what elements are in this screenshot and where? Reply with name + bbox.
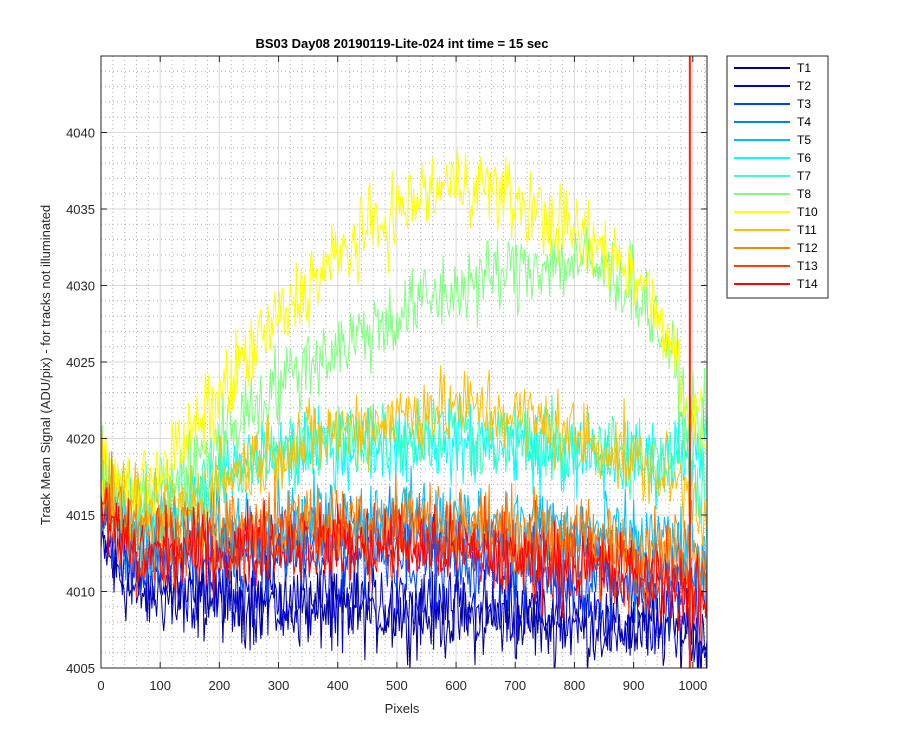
x-tick-label: 300 bbox=[268, 678, 290, 693]
x-tick-label: 400 bbox=[327, 678, 349, 693]
plot-layer bbox=[101, 56, 707, 668]
legend-label-t8: T8 bbox=[797, 187, 811, 201]
x-tick-label: 700 bbox=[504, 678, 526, 693]
legend-label-t7: T7 bbox=[797, 169, 811, 183]
legend-label-t11: T11 bbox=[797, 223, 817, 237]
y-tick-label: 4010 bbox=[66, 585, 95, 600]
legend-label-t12: T12 bbox=[797, 241, 818, 255]
legend-label-t3: T3 bbox=[797, 97, 811, 111]
legend-label-t4: T4 bbox=[797, 115, 811, 129]
legend-label-t14: T14 bbox=[797, 277, 818, 291]
legend-label-t5: T5 bbox=[797, 133, 811, 147]
legend-label-t1: T1 bbox=[797, 61, 811, 75]
legend-label-t10: T10 bbox=[797, 205, 818, 219]
x-tick-label: 100 bbox=[149, 678, 171, 693]
x-tick-label: 200 bbox=[209, 678, 231, 693]
y-axis-label: Track Mean Signal (ADU/pix) - for tracks… bbox=[38, 205, 53, 525]
y-tick-label: 4035 bbox=[66, 202, 95, 217]
y-tick-label: 4030 bbox=[66, 279, 95, 294]
x-tick-label: 1000 bbox=[678, 678, 707, 693]
x-tick-label: 600 bbox=[445, 678, 467, 693]
legend-label-t13: T13 bbox=[797, 259, 818, 273]
y-tick-label: 4020 bbox=[66, 432, 95, 447]
y-tick-label: 4040 bbox=[66, 126, 95, 141]
y-tick-label: 4005 bbox=[66, 661, 95, 676]
x-tick-label: 500 bbox=[386, 678, 408, 693]
x-tick-label: 800 bbox=[564, 678, 586, 693]
x-tick-label: 900 bbox=[623, 678, 645, 693]
legend-label-t6: T6 bbox=[797, 151, 811, 165]
y-tick-label: 4015 bbox=[66, 508, 95, 523]
series-line-t1 bbox=[101, 513, 707, 668]
legend: T1 T2 T3 T4 T5 T6 T7 T8 T10 T11 T12 T13 T14 bbox=[726, 55, 829, 299]
axes-layer: 0 100 200 300 400 500 600 700 800 900 1000 4005 4010… bbox=[66, 55, 708, 693]
chart-title: BS03 Day08 20190119-Lite-024 int time = … bbox=[255, 36, 548, 51]
series-line-t14 bbox=[101, 487, 707, 643]
series-line-t10 bbox=[101, 149, 707, 521]
x-tick-label: 0 bbox=[97, 678, 104, 693]
legend-label-t2: T2 bbox=[797, 79, 811, 93]
series-line-t11 bbox=[101, 365, 707, 549]
x-axis-label: Pixels bbox=[385, 701, 420, 716]
y-tick-label: 4025 bbox=[66, 355, 95, 370]
